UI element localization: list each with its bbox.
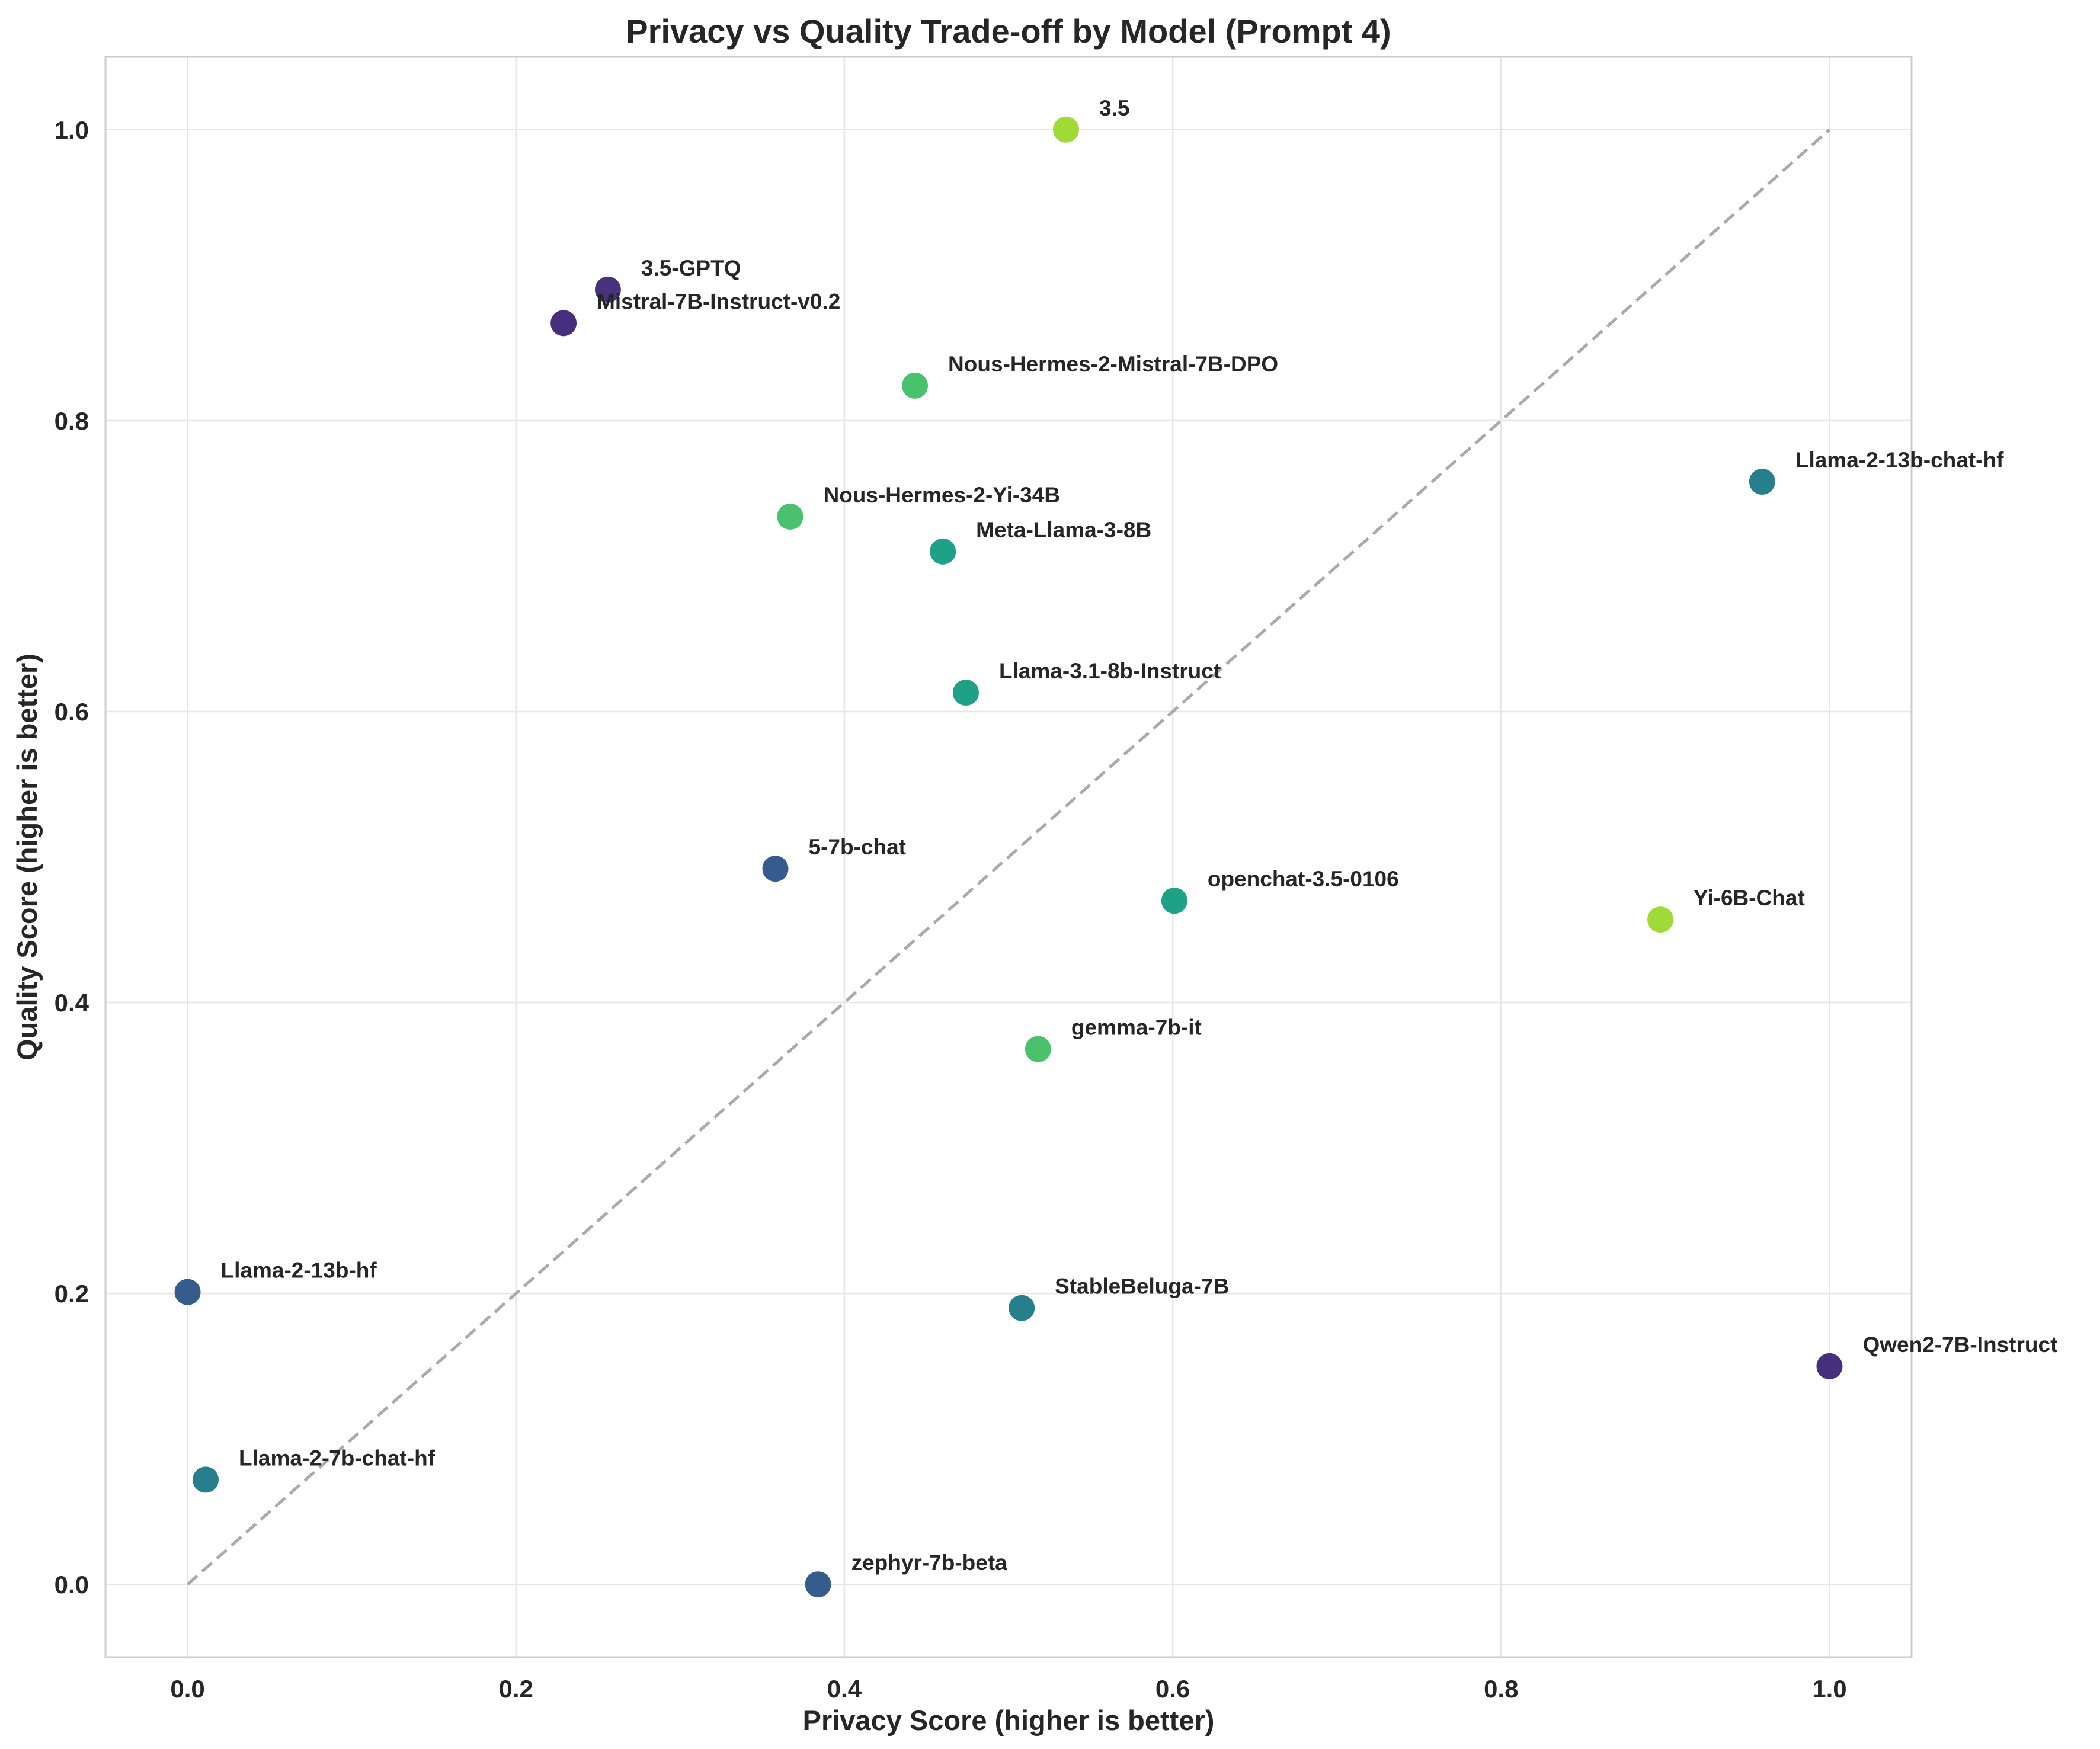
reference-diagonal-line <box>186 128 1831 1586</box>
data-point <box>1647 906 1674 933</box>
y-axis-label: Quality Score (higher is better) <box>11 654 43 1061</box>
y-tick-label: 0.2 <box>55 1280 89 1308</box>
point-label: 3.5 <box>1099 96 1129 120</box>
grid-lines <box>105 57 1912 1657</box>
chart-title: Privacy vs Quality Trade-off by Model (P… <box>626 12 1391 50</box>
point-label: Llama-2-13b-chat-hf <box>1795 448 2004 472</box>
plot-frame <box>104 56 1913 1658</box>
data-point <box>594 276 621 303</box>
x-tick-label: 0.2 <box>499 1675 533 1703</box>
y-tick-label: 0.0 <box>55 1571 89 1599</box>
x-tick-label: 0.8 <box>1484 1675 1518 1703</box>
point-label: StableBeluga-7B <box>1055 1274 1229 1299</box>
data-point <box>777 503 803 530</box>
data-point <box>1052 116 1079 143</box>
data-point <box>1025 1036 1051 1062</box>
data-point <box>805 1571 831 1598</box>
y-tick-label: 0.4 <box>55 989 89 1017</box>
point-label: Qwen2-7B-Instruct <box>1862 1332 2057 1357</box>
data-point <box>550 310 577 337</box>
point-label: Yi-6B-Chat <box>1694 886 1805 910</box>
point-label: 3.5-GPTQ <box>641 256 741 280</box>
point-label: openchat-3.5-0106 <box>1208 867 1399 891</box>
data-point <box>952 680 979 706</box>
point-label: Llama-3.1-8b-Instruct <box>999 659 1221 683</box>
tick-labels: 0.0 0.2 0.4 0.6 0.8 1.0 0.0 0.2 0.4 0.6 0.8 1.0 <box>55 116 1847 1703</box>
y-tick-label: 1.0 <box>55 116 89 144</box>
data-point <box>1749 468 1775 495</box>
point-label: Llama-2-7b-chat-hf <box>239 1446 436 1470</box>
point-label: Meta-Llama-3-8B <box>976 518 1151 542</box>
x-axis-label: Privacy Score (higher is better) <box>803 1705 1215 1736</box>
x-tick-label: 0.4 <box>827 1675 862 1703</box>
x-tick-label: 1.0 <box>1812 1675 1846 1703</box>
x-tick-label: 0.0 <box>170 1675 204 1703</box>
data-point <box>193 1466 219 1493</box>
data-point <box>1161 888 1187 914</box>
point-label: 5-7b-chat <box>809 835 906 859</box>
data-point <box>930 538 956 565</box>
point-label: gemma-7b-it <box>1071 1016 1202 1040</box>
point-label: Llama-2-13b-hf <box>221 1258 377 1283</box>
point-label: Nous-Hermes-2-Yi-34B <box>823 483 1060 507</box>
y-tick-label: 0.6 <box>55 698 89 726</box>
data-points <box>174 116 1843 1598</box>
data-point <box>1816 1353 1843 1379</box>
data-point <box>1009 1295 1035 1321</box>
point-label: zephyr-7b-beta <box>851 1551 1008 1575</box>
y-tick-label: 0.8 <box>55 407 89 435</box>
data-point <box>902 372 929 399</box>
data-point <box>174 1279 201 1305</box>
point-label: Mistral-7B-Instruct-v0.2 <box>597 289 840 313</box>
point-labels: 3.5 3.5-GPTQ Mistral-7B-Instruct-v0.2 Nous-… <box>221 96 2058 1575</box>
data-point <box>762 856 789 882</box>
point-label: Nous-Hermes-2-Mistral-7B-DPO <box>948 352 1278 376</box>
x-tick-label: 0.6 <box>1155 1675 1190 1703</box>
